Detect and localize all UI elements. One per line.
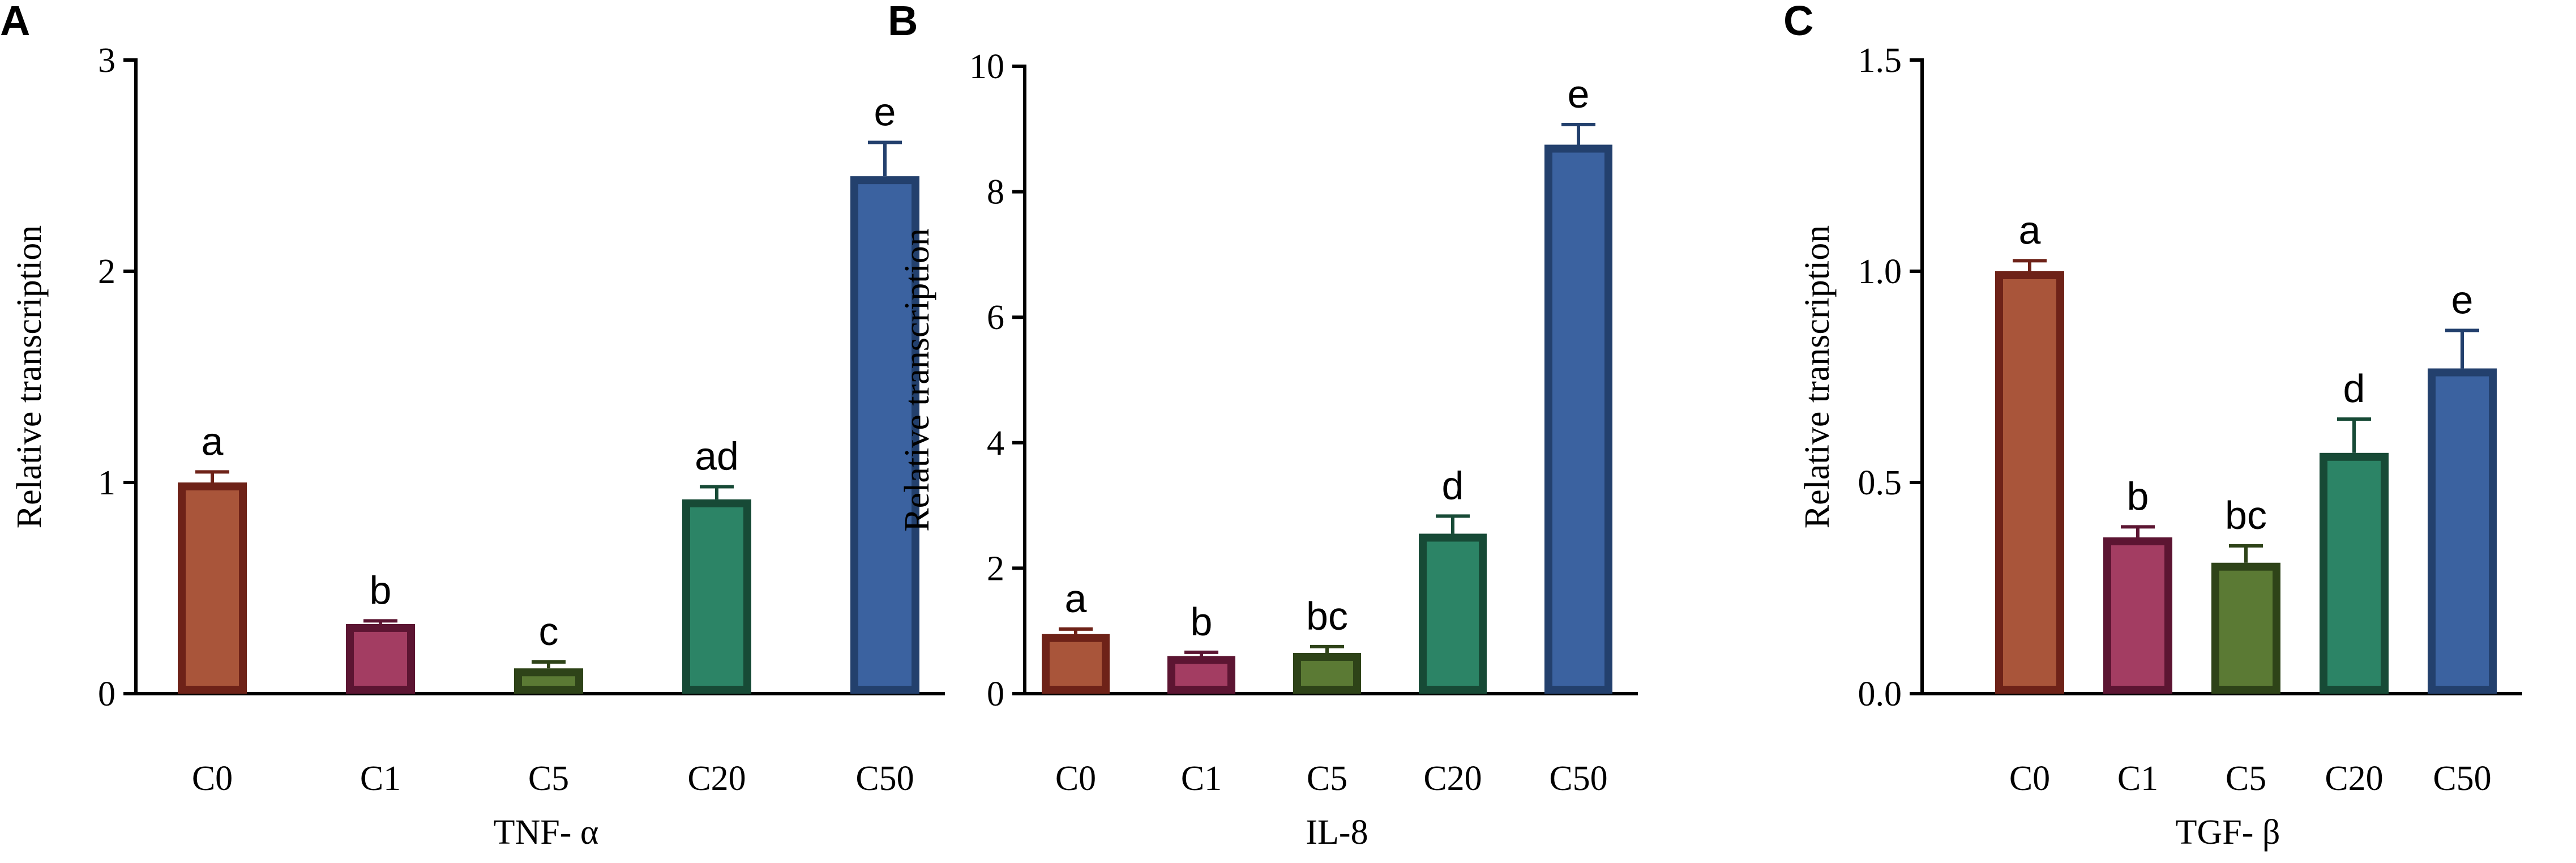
x-tick-label: C20 <box>1423 759 1482 798</box>
significance-label: b <box>1191 600 1213 644</box>
x-tick-label: C20 <box>687 759 746 798</box>
significance-label: e <box>1568 72 1590 116</box>
bar-c5 <box>1293 652 1361 694</box>
y-tick-label: 1 <box>98 464 115 502</box>
significance-label: c <box>539 609 559 653</box>
significance-label: a <box>1065 576 1087 621</box>
significance-label: d <box>2343 366 2365 411</box>
x-axis-title: IL-8 <box>1306 813 1368 852</box>
significance-label: bc <box>1306 594 1348 638</box>
y-tick-label: 0 <box>987 675 1004 714</box>
bar-c0 <box>1042 634 1110 694</box>
y-tick-label: 8 <box>987 173 1004 212</box>
x-tick-label: C1 <box>360 759 401 798</box>
significance-label: ad <box>695 434 739 478</box>
bar-c50 <box>1544 144 1612 694</box>
x-tick-label: C20 <box>2325 759 2383 798</box>
y-tick-label: 0 <box>98 675 115 714</box>
panel-letter: B <box>888 0 918 44</box>
bar-c20 <box>1419 533 1487 694</box>
significance-label: b <box>2127 474 2149 518</box>
bar-c1 <box>346 623 415 694</box>
panel-c-chart: C 0.0 0.5 1.0 1.5 Relative transcription TGF- … <box>1783 0 2522 852</box>
x-axis-title: TNF- α <box>494 813 599 852</box>
significance-label: d <box>1442 463 1464 507</box>
y-axis-title: Relative transcription <box>1798 225 1837 528</box>
significance-label: b <box>370 568 392 612</box>
significance-label: a <box>2019 208 2041 252</box>
y-tick-label: 6 <box>987 298 1004 337</box>
bar-c5 <box>514 668 583 694</box>
bar-c20 <box>2320 452 2389 694</box>
panel-letter: A <box>0 0 30 44</box>
x-tick-label: C5 <box>528 759 569 798</box>
bar-c1 <box>2103 537 2172 694</box>
x-tick-label: C5 <box>1307 759 1347 798</box>
x-tick-label: C1 <box>2117 759 2158 798</box>
x-tick-label: C0 <box>2009 759 2050 798</box>
significance-label: a <box>202 419 224 463</box>
significance-label: e <box>2451 277 2474 322</box>
x-tick-label: C50 <box>855 759 914 798</box>
bar-c5 <box>2211 562 2280 694</box>
bar-c1 <box>1167 656 1235 694</box>
y-tick-label: 1.5 <box>1858 41 1902 80</box>
x-tick-label: C0 <box>1055 759 1096 798</box>
bar-c50 <box>850 176 919 694</box>
significance-label: e <box>874 89 896 134</box>
panel-b-chart: B 0 2 4 6 8 10 Relative transcription IL-8 a C0 b C1… <box>888 0 1638 852</box>
panel-a-chart: A 0 1 2 3 Relative transcription TNF- α a C0 b C1 c… <box>0 0 945 852</box>
y-tick-label: 10 <box>969 48 1004 86</box>
y-tick-label: 2 <box>98 253 115 291</box>
y-tick-label: 1.0 <box>1858 253 1902 291</box>
x-tick-label: C50 <box>2433 759 2491 798</box>
x-tick-label: C0 <box>192 759 233 798</box>
y-axis-title: Relative transcription <box>10 225 49 528</box>
bar-c0 <box>1995 271 2064 694</box>
significance-label: bc <box>2225 493 2267 537</box>
panel-letter: C <box>1783 0 1813 44</box>
y-tick-label: 0.5 <box>1858 464 1902 502</box>
bar-c0 <box>178 482 247 694</box>
x-tick-label: C5 <box>2226 759 2266 798</box>
x-axis-title: TGF- β <box>2176 813 2280 852</box>
bar-c50 <box>2428 368 2497 694</box>
y-tick-label: 4 <box>987 424 1004 463</box>
y-tick-label: 0.0 <box>1858 675 1902 714</box>
y-tick-label: 3 <box>98 41 115 80</box>
y-axis-title: Relative transcription <box>898 228 936 531</box>
bar-c20 <box>682 499 751 694</box>
x-tick-label: C50 <box>1549 759 1607 798</box>
x-tick-label: C1 <box>1181 759 1222 798</box>
y-tick-label: 2 <box>987 549 1004 588</box>
